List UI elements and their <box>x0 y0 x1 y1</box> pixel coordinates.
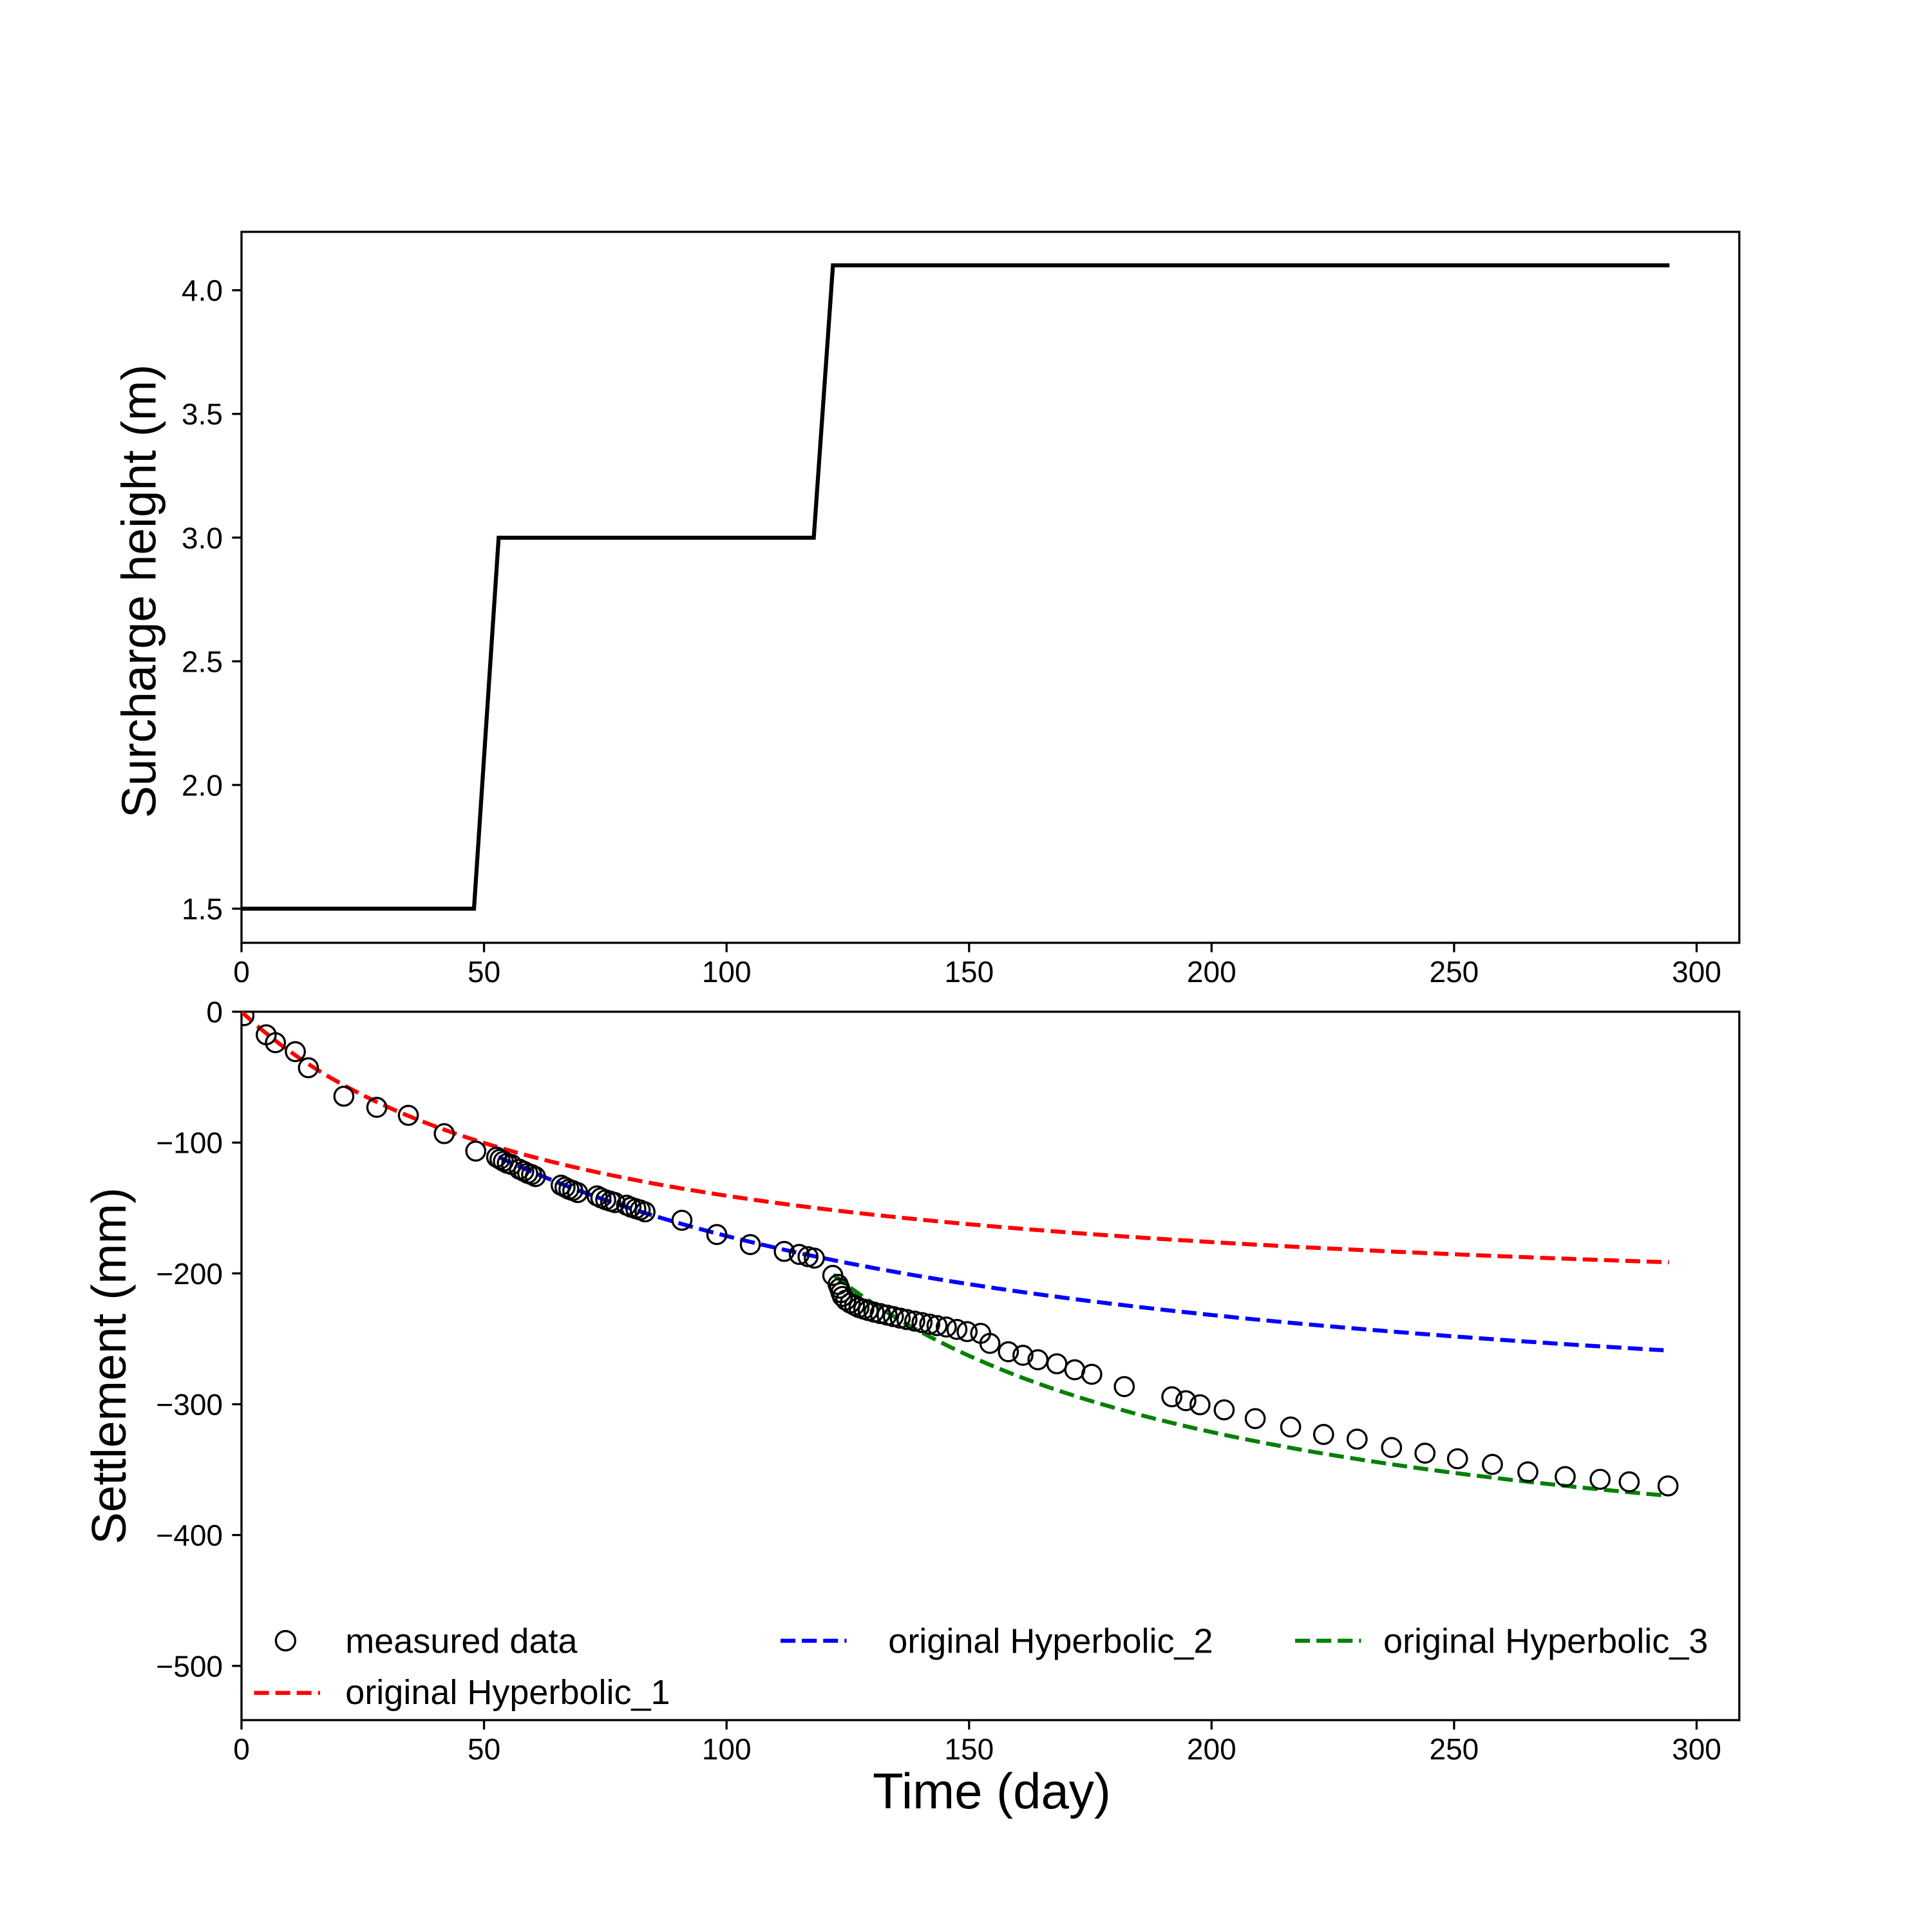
svg-text:0: 0 <box>233 1732 250 1766</box>
svg-text:200: 200 <box>1187 1732 1236 1766</box>
svg-text:150: 150 <box>944 1732 994 1766</box>
svg-text:−200: −200 <box>156 1257 223 1291</box>
svg-text:−100: −100 <box>156 1126 223 1160</box>
svg-text:Time (day): Time (day) <box>873 1763 1111 1819</box>
svg-text:original Hyperbolic_1: original Hyperbolic_1 <box>345 1673 670 1712</box>
svg-text:original Hyperbolic_2: original Hyperbolic_2 <box>888 1622 1213 1661</box>
svg-text:300: 300 <box>1672 955 1721 989</box>
svg-text:original Hyperbolic_3: original Hyperbolic_3 <box>1383 1622 1708 1661</box>
svg-text:1.5: 1.5 <box>182 893 223 926</box>
svg-text:Surcharge height (m): Surcharge height (m) <box>112 365 166 818</box>
svg-text:150: 150 <box>944 955 994 989</box>
svg-text:measured data: measured data <box>345 1622 578 1661</box>
svg-text:4.0: 4.0 <box>182 274 223 307</box>
svg-text:3.0: 3.0 <box>182 521 223 554</box>
svg-text:−500: −500 <box>156 1649 223 1683</box>
svg-text:100: 100 <box>702 1732 752 1766</box>
svg-text:Settlement (mm): Settlement (mm) <box>82 1188 136 1544</box>
svg-text:−400: −400 <box>156 1519 223 1552</box>
svg-text:0: 0 <box>233 955 250 989</box>
svg-text:2.0: 2.0 <box>182 768 223 802</box>
svg-text:100: 100 <box>702 955 752 989</box>
svg-text:3.5: 3.5 <box>182 397 223 431</box>
svg-text:50: 50 <box>468 955 500 989</box>
svg-text:50: 50 <box>468 1732 500 1766</box>
svg-text:250: 250 <box>1430 1732 1479 1766</box>
svg-text:200: 200 <box>1187 955 1236 989</box>
svg-text:250: 250 <box>1430 955 1479 989</box>
svg-text:300: 300 <box>1672 1732 1721 1766</box>
svg-text:2.5: 2.5 <box>182 645 223 678</box>
svg-text:0: 0 <box>206 996 223 1029</box>
svg-text:−300: −300 <box>156 1388 223 1421</box>
